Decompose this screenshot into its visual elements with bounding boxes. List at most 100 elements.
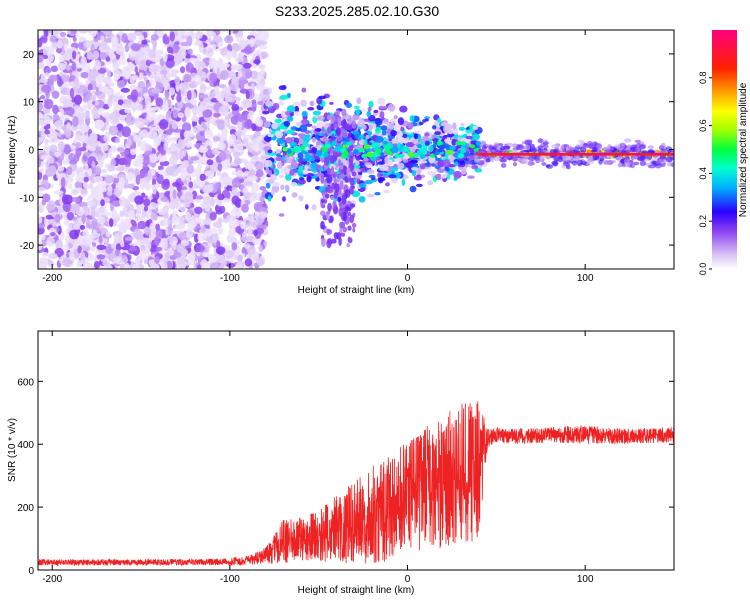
spectrogram-cell (387, 159, 393, 166)
spectrogram-cell (471, 164, 479, 170)
spectrogram-cell (71, 62, 77, 71)
spectrogram-cell (180, 31, 191, 36)
spectrogram-cell (253, 229, 258, 236)
spectrogram-cell (108, 147, 113, 159)
spectrogram-cell (236, 134, 242, 140)
spectrogram-cell (150, 106, 161, 111)
spectrogram-cell (373, 109, 379, 114)
spectrogram-cell (216, 199, 223, 207)
spectrogram-cell (465, 135, 473, 140)
spectrogram-cell (614, 143, 621, 149)
spectrogram-cell (46, 236, 55, 247)
spectrogram-cell (300, 99, 307, 107)
spectrogram-cell (238, 178, 245, 184)
spectrogram-cell (48, 164, 57, 176)
spectrogram-cell (346, 141, 354, 146)
spectrogram-cell (124, 108, 132, 114)
spectrogram-cell (72, 116, 79, 127)
spectrogram-cell (242, 232, 247, 238)
spectrogram-cell (108, 113, 115, 120)
spectrogram-cell (352, 227, 356, 233)
spectrogram-cell (471, 133, 480, 141)
spectrogram-cell (244, 258, 253, 267)
spectrogram-cell (93, 37, 99, 43)
spectrogram-cell (196, 104, 207, 112)
spectrogram-cell (159, 57, 165, 66)
spectrogram-cell (284, 110, 291, 116)
spectrogram-cell (241, 252, 246, 258)
spectrogram-cell (285, 169, 290, 175)
spectrogram-cell (130, 89, 139, 100)
spectrogram-cell (291, 192, 298, 198)
spectrogram-cell (172, 43, 180, 54)
spectrogram-cell (241, 203, 249, 213)
spectrogram-cell (512, 162, 518, 167)
spectrogram-cell (262, 110, 270, 115)
spectrogram-cell (121, 126, 132, 138)
spectrogram-cell (386, 122, 395, 130)
spectrogram-cell (240, 221, 246, 230)
spectrogram-cell (104, 175, 115, 184)
spectrogram-cell (272, 102, 280, 110)
spectrogram-cell (250, 155, 260, 163)
spectrogram-cell (113, 72, 120, 81)
spectrogram-cell (41, 85, 52, 93)
spectrogram-cell (180, 186, 187, 191)
spectrogram-cell (198, 89, 206, 94)
spectrogram-cell (276, 137, 285, 145)
spectrogram-cell (115, 166, 125, 172)
spectrogram-cell (180, 206, 186, 213)
spectrogram-cell (150, 169, 156, 176)
spectrogram-cell (170, 137, 179, 142)
spectrogram-cell (302, 136, 312, 142)
spectrogram-cell (325, 186, 331, 192)
spectrogram-cell (44, 216, 49, 228)
spectrogram-cell (587, 158, 594, 162)
spectrogram-cell (134, 103, 143, 112)
spectrogram-cell (652, 160, 661, 167)
spectrogram-cell (165, 149, 171, 155)
spectrogram-cell (134, 162, 144, 168)
spectrogram-cell (393, 115, 398, 120)
spectrogram-cell (413, 133, 418, 140)
spectrogram-cell (160, 151, 165, 156)
spectrogram-cell (114, 137, 121, 144)
spectrogram-cell (338, 236, 342, 247)
spectrogram-cell (192, 92, 197, 99)
spectrogram-cell (329, 101, 334, 105)
spectrogram-cell (66, 49, 72, 55)
spectrogram-cell (91, 208, 96, 219)
spectrogram-cell (38, 168, 45, 173)
spectrogram-cell (137, 215, 145, 221)
spectrogram-cell (487, 144, 494, 150)
spectrogram-cell (78, 40, 83, 50)
spectrogram-cell (466, 160, 471, 165)
spectrogram-cell (338, 174, 343, 180)
spectrogram-cell (248, 213, 255, 223)
spectrogram-cell (374, 191, 381, 196)
spectrogram-cell (149, 222, 157, 233)
spectrogram-cell (105, 231, 111, 238)
spectrogram-cell (56, 40, 63, 49)
spectrogram-cell (111, 43, 122, 52)
spectrogram-cell (87, 200, 96, 207)
spectrogram-cell (253, 251, 260, 260)
spectrogram-cell (163, 217, 169, 228)
spectrogram-cell (147, 169, 152, 179)
spectrogram-cell (66, 64, 71, 71)
spectrogram-cell (54, 151, 60, 157)
spectrogram-cell (320, 237, 326, 248)
spectrogram-cell (377, 161, 385, 165)
spectrogram-cell (90, 245, 96, 253)
spectrogram-cell (379, 155, 386, 160)
spectrogram-cell (100, 199, 105, 207)
spectrogram-cell (304, 153, 311, 159)
spectrogram-cell (73, 153, 80, 163)
spectrogram-cell (304, 204, 309, 210)
spectrogram-cell (144, 95, 151, 105)
spectrogram-cell (112, 62, 120, 70)
spectrogram-cell (397, 135, 403, 143)
spectrogram-cell (40, 35, 48, 44)
spectrogram-cell (172, 69, 179, 76)
spectrogram-cell (42, 45, 50, 56)
